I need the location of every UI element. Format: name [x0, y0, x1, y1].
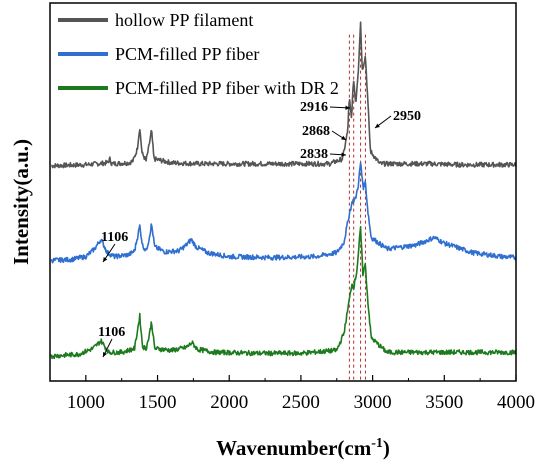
x-tick-label-5: 3500 [425, 392, 463, 413]
legend: hollow PP filament PCM-filled PP fiber PCM… [58, 10, 339, 98]
annotation-arrowhead-2 [341, 152, 346, 157]
x-axis-title: Wavenumber(cm-1) [216, 436, 390, 460]
x-axis-title-close: ) [383, 436, 390, 460]
annotation-label-0: 2916 [300, 100, 328, 115]
reference-lines [348, 34, 366, 381]
series-line-0 [51, 21, 517, 169]
x-tick-label-0: 1000 [67, 392, 105, 413]
legend-label-1: PCM-filled PP fiber [115, 44, 259, 64]
annotations: 2916 2868 2838 2950 1106 1106 [98, 100, 421, 358]
y-axis-title: Intensity(a.u.) [9, 139, 33, 265]
x-tick-label-3: 2500 [282, 392, 320, 413]
annotation-arrowhead-4 [103, 257, 108, 262]
legend-label-0: hollow PP filament [115, 10, 253, 30]
x-axis-title-superscript: -1 [371, 436, 383, 451]
x-ticks: 1000 1500 2000 2500 3000 3500 4000 [67, 375, 535, 413]
series-line-2 [50, 226, 517, 360]
x-tick-label-6: 4000 [497, 392, 535, 413]
annotation-arrowhead-0 [345, 105, 350, 110]
annotation-label-4: 1106 [101, 230, 128, 245]
series-line-1 [50, 162, 517, 264]
x-axis-title-main: Wavenumber(cm [216, 436, 372, 460]
annotation-arrowhead-3 [375, 123, 380, 128]
annotation-label-3: 2950 [393, 109, 421, 124]
plot-frame [49, 2, 517, 382]
x-tick-label-1: 1500 [139, 392, 177, 413]
series-group [50, 21, 517, 360]
x-tick-label-2: 2000 [210, 392, 248, 413]
annotation-arrowhead-5 [103, 352, 107, 357]
annotation-label-5: 1106 [98, 325, 125, 340]
annotation-label-1: 2868 [302, 124, 330, 139]
legend-label-2: PCM-filled PP fiber with DR 2 [115, 78, 339, 98]
x-tick-label-4: 3000 [354, 392, 392, 413]
annotation-arrowhead-1 [341, 135, 346, 140]
annotation-label-2: 2838 [300, 147, 328, 162]
